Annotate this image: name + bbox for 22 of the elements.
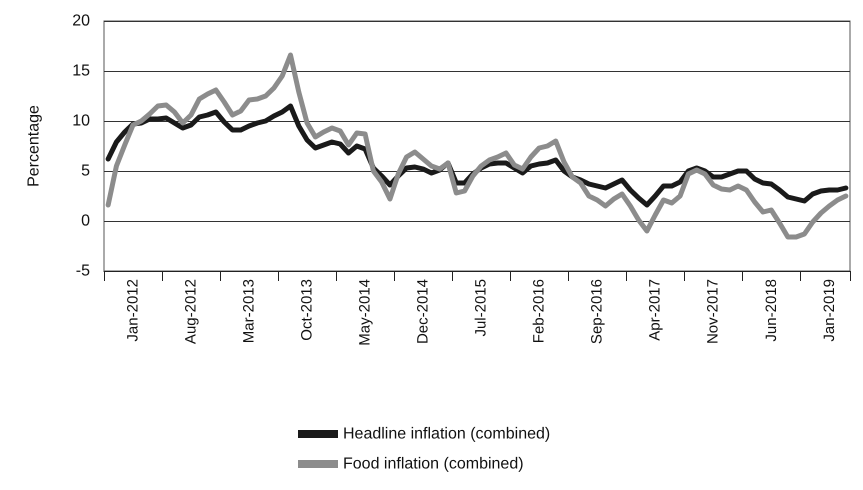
y-tick-label: 20 <box>72 12 90 30</box>
y-axis-title: Percentage <box>26 104 42 187</box>
x-tick-label: Jul-2015 <box>472 279 490 337</box>
x-tick-label: Feb-2016 <box>530 279 548 344</box>
legend-label: Food inflation (combined) <box>343 456 524 472</box>
y-tick-label: -5 <box>76 262 90 280</box>
x-tick-label: Sep-2016 <box>588 279 606 344</box>
x-tick-label: Oct-2013 <box>298 279 316 341</box>
y-tick-label: 10 <box>72 112 90 130</box>
x-tick-label: Apr-2017 <box>646 279 664 341</box>
y-tick-label: 5 <box>81 162 90 180</box>
y-tick-label: 0 <box>81 212 90 230</box>
y-tick-label: 15 <box>72 62 90 80</box>
x-tick-label: May-2014 <box>356 279 374 346</box>
x-tick-label: Jan-2012 <box>124 279 142 342</box>
x-tick-label: Jan-2019 <box>820 279 838 342</box>
x-tick-label: Nov-2017 <box>704 279 722 344</box>
x-tick-label: Aug-2012 <box>182 279 200 344</box>
x-tick-label: Mar-2013 <box>240 279 258 344</box>
x-tick-label: Jun-2018 <box>762 279 780 342</box>
legend-label: Headline inflation (combined) <box>343 426 550 442</box>
x-tick-label: Dec-2014 <box>414 279 432 344</box>
